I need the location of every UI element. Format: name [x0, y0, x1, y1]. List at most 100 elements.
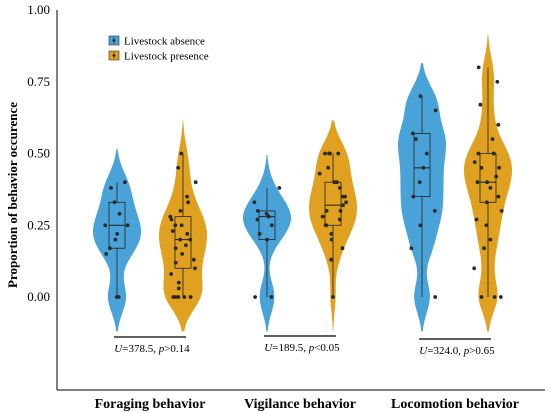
data-point — [329, 237, 334, 242]
data-point — [176, 280, 181, 285]
data-point — [499, 209, 504, 213]
data-point — [488, 237, 493, 242]
data-point — [170, 229, 175, 233]
data-point — [178, 237, 183, 242]
data-point — [340, 246, 345, 251]
data-point — [492, 295, 497, 299]
data-point — [123, 180, 127, 185]
data-point — [433, 108, 438, 113]
legend-item: Livestock absence — [108, 36, 205, 48]
data-point — [277, 186, 282, 190]
data-point — [182, 295, 187, 299]
legend-label: Livestock absence — [124, 36, 205, 48]
data-point — [193, 266, 197, 271]
y-axis-ticks: 0.00 0.25 0.50 0.75 1.00 — [27, 2, 50, 304]
box — [413, 133, 431, 197]
data-point — [491, 151, 496, 156]
data-point — [257, 232, 262, 236]
legend-item: Livestock presence — [108, 51, 209, 63]
box — [174, 216, 192, 269]
data-point — [115, 232, 120, 236]
data-point — [188, 295, 193, 299]
data-point — [338, 209, 343, 213]
svg-text:U=378.5, p>0.14: U=378.5, p>0.14 — [114, 343, 190, 355]
data-point — [479, 165, 484, 170]
legend-label: Livestock presence — [124, 51, 209, 63]
data-point — [472, 266, 477, 271]
x-axis-categories: Foraging behavior Vigilance behavior Loc… — [95, 397, 519, 412]
data-point — [180, 252, 185, 256]
data-point — [255, 217, 260, 222]
data-point — [320, 214, 325, 219]
data-point — [193, 180, 198, 185]
data-point — [417, 180, 422, 185]
data-point — [266, 214, 271, 219]
data-point — [474, 217, 479, 222]
data-point — [269, 223, 274, 228]
data-point — [418, 223, 423, 228]
y-axis-label: Proportion of behavior occurence — [5, 102, 20, 288]
data-point — [496, 122, 501, 127]
data-point — [485, 180, 489, 185]
data-point — [188, 237, 193, 242]
data-point — [264, 211, 269, 216]
data-point — [329, 257, 334, 262]
data-point — [432, 209, 437, 213]
data-point — [173, 223, 178, 228]
data-point — [184, 243, 188, 248]
data-point — [341, 194, 345, 199]
data-point — [411, 194, 416, 199]
data-point — [488, 186, 493, 190]
stat-annotation: U=189.5, p<0.05 — [264, 335, 340, 354]
data-point — [176, 295, 181, 299]
stat-annotation: U=324.0, p>0.65 — [419, 338, 495, 357]
y-tick-label: 0.25 — [27, 217, 50, 232]
stat-annotations: U=378.5, p>0.14 U=189.5, p<0.05 U=324.0,… — [114, 335, 495, 357]
y-tick-label: 0.75 — [27, 74, 50, 89]
data-point — [482, 246, 486, 251]
x-category-label: Locomotion behavior — [391, 397, 519, 412]
data-point — [125, 223, 130, 228]
data-point — [328, 151, 332, 156]
plot-area — [93, 34, 512, 332]
data-point — [336, 151, 341, 156]
data-point — [433, 295, 438, 299]
data-point — [179, 223, 184, 228]
data-point — [494, 174, 499, 179]
x-category-label: Vigilance behavior — [244, 397, 356, 412]
legend: Livestock absence Livestock presence — [108, 36, 209, 63]
y-tick-label: 0.00 — [27, 289, 50, 304]
data-point — [171, 295, 176, 299]
data-point — [337, 217, 342, 222]
data-point — [498, 295, 503, 299]
data-point — [185, 232, 190, 236]
data-point — [338, 186, 342, 190]
data-point — [168, 214, 173, 219]
svg-text:U=324.0, p>0.65: U=324.0, p>0.65 — [419, 345, 495, 357]
data-point — [103, 223, 108, 228]
data-point — [252, 200, 257, 205]
data-point — [169, 272, 174, 276]
data-point — [185, 194, 190, 199]
data-point — [324, 209, 329, 213]
data-point — [323, 151, 327, 156]
data-point — [476, 151, 481, 156]
data-point — [409, 246, 414, 251]
data-point — [484, 223, 489, 228]
data-point — [317, 171, 322, 176]
data-point — [479, 295, 484, 299]
data-point — [186, 200, 191, 205]
data-point — [253, 295, 257, 299]
data-point — [497, 165, 501, 170]
data-point — [421, 165, 426, 170]
data-point — [496, 194, 501, 199]
data-point — [475, 180, 480, 185]
data-point — [495, 79, 500, 84]
x-category-label: Foraging behavior — [95, 397, 206, 412]
svg-text:U=189.5, p<0.05: U=189.5, p<0.05 — [264, 342, 340, 354]
y-tick-label: 0.50 — [27, 146, 50, 161]
data-point — [176, 286, 181, 291]
data-point — [418, 94, 423, 98]
data-point — [116, 295, 121, 299]
